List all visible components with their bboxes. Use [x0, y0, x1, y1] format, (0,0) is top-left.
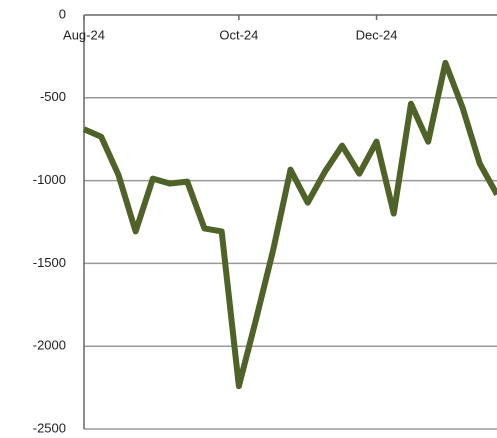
y-tick-label: -2500	[33, 420, 66, 435]
x-tick-label: Oct-24	[219, 27, 258, 42]
y-tick-label: -1500	[33, 255, 66, 270]
y-tick-label: 0	[59, 6, 66, 21]
x-tick-label: Dec-24	[356, 27, 398, 42]
data-line	[82, 59, 497, 390]
x-tick-label: Aug-24	[63, 27, 105, 42]
y-tick-label: -500	[40, 89, 66, 104]
y-tick-label: -2000	[33, 338, 66, 353]
y-tick-label: -1000	[33, 172, 66, 187]
